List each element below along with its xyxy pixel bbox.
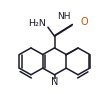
Text: NH: NH: [57, 12, 70, 21]
FancyBboxPatch shape: [52, 79, 57, 85]
Text: H₂N: H₂N: [28, 19, 46, 28]
FancyBboxPatch shape: [32, 20, 41, 26]
Text: O: O: [81, 17, 88, 27]
Text: N: N: [51, 77, 58, 87]
FancyBboxPatch shape: [61, 13, 66, 20]
FancyBboxPatch shape: [82, 19, 87, 25]
